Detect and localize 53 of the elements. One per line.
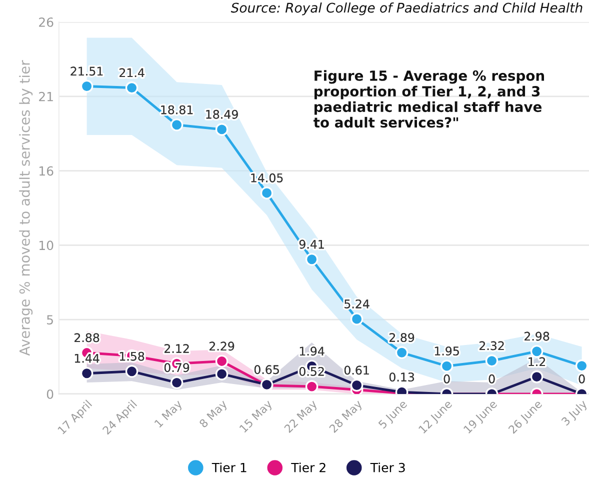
y-tick-label: 16 (40, 166, 54, 176)
y-tick-label: 26 (39, 17, 54, 27)
data-label: 18.49 (206, 110, 238, 119)
data-label: 0 (578, 374, 585, 384)
point (350, 312, 364, 326)
data-label: 2.32 (480, 341, 504, 350)
data-label: 1.44 (74, 354, 100, 363)
data-label: 0.65 (254, 365, 279, 374)
point (350, 378, 364, 392)
point (215, 354, 228, 368)
data-label: 21.4 (120, 68, 144, 78)
data-label: 1.2 (528, 357, 546, 366)
legend-label: Tier 1 (212, 462, 246, 472)
data-label: 21.51 (70, 66, 103, 76)
data-label: 0 (444, 374, 450, 384)
point (575, 359, 588, 372)
point (395, 346, 408, 360)
point (170, 118, 184, 132)
data-label: 2.98 (524, 332, 550, 341)
point (305, 252, 318, 266)
data-label: 0.61 (344, 366, 369, 375)
legend-label: Tier 3 (370, 462, 405, 472)
point (305, 380, 318, 393)
y-tick-label: 21 (39, 92, 53, 102)
point (125, 364, 138, 378)
point (80, 366, 94, 380)
point (440, 360, 454, 372)
point (485, 354, 498, 368)
point (215, 123, 228, 136)
data-label: 0.13 (389, 372, 414, 382)
data-label: 0.79 (164, 363, 190, 372)
y-axis-title: Average % moved to adult services by tier (19, 60, 33, 356)
text: Figure 15 - Average % respon proportion of Tier 1, 2, and 3 paediatric medical staff have to adult services?" (314, 70, 544, 128)
point (260, 186, 274, 200)
y-tick-label: 0 (46, 389, 54, 399)
point (125, 81, 138, 94)
data-label: 1.95 (434, 346, 459, 356)
source-note: Source: Royal College of Paediatrics and Child Health (230, 2, 582, 16)
data-label: 2.89 (390, 333, 414, 342)
point (530, 344, 544, 358)
y-tick-label: 10 (40, 240, 54, 250)
data-label: 2.12 (164, 344, 189, 353)
data-label: 1.94 (300, 346, 324, 356)
y-tick-label: 5 (47, 315, 53, 325)
point (215, 368, 228, 380)
data-label: 18.81 (161, 105, 193, 114)
data-label: 2.29 (210, 342, 234, 351)
data-label: 0 (488, 374, 495, 384)
point (170, 376, 184, 390)
point (80, 80, 94, 93)
point (530, 370, 544, 384)
data-label: 2.88 (74, 333, 100, 342)
legend-label: Tier 2 (291, 462, 326, 472)
